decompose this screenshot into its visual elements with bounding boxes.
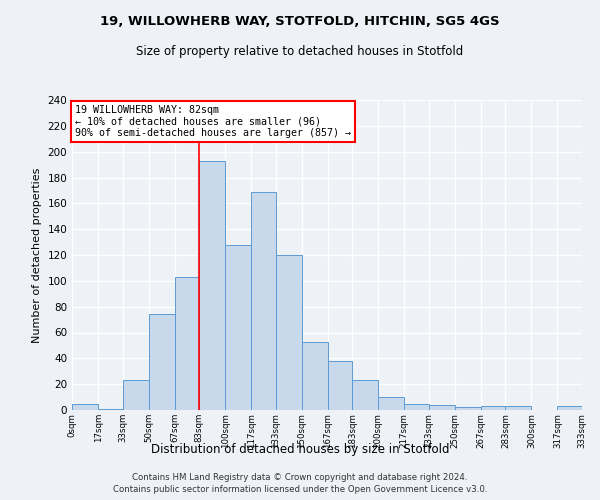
Y-axis label: Number of detached properties: Number of detached properties xyxy=(32,168,42,342)
Bar xyxy=(251,192,275,410)
Bar xyxy=(505,406,532,410)
Bar xyxy=(429,405,455,410)
Bar xyxy=(225,244,251,410)
Bar xyxy=(98,408,122,410)
Text: Size of property relative to detached houses in Stotfold: Size of property relative to detached ho… xyxy=(136,45,464,58)
Bar xyxy=(404,404,429,410)
Bar xyxy=(481,406,505,410)
Bar xyxy=(302,342,328,410)
Bar xyxy=(175,277,199,410)
Text: 19 WILLOWHERB WAY: 82sqm
← 10% of detached houses are smaller (96)
90% of semi-d: 19 WILLOWHERB WAY: 82sqm ← 10% of detach… xyxy=(74,104,350,138)
Bar xyxy=(379,397,404,410)
Bar xyxy=(72,404,98,410)
Bar xyxy=(122,380,149,410)
Bar xyxy=(455,408,481,410)
Bar xyxy=(275,255,302,410)
Bar xyxy=(149,314,175,410)
Text: Contains HM Land Registry data © Crown copyright and database right 2024.: Contains HM Land Registry data © Crown c… xyxy=(132,473,468,482)
Bar xyxy=(557,406,582,410)
Text: 19, WILLOWHERB WAY, STOTFOLD, HITCHIN, SG5 4GS: 19, WILLOWHERB WAY, STOTFOLD, HITCHIN, S… xyxy=(100,15,500,28)
Text: Distribution of detached houses by size in Stotfold: Distribution of detached houses by size … xyxy=(151,442,449,456)
Bar xyxy=(352,380,379,410)
Bar xyxy=(328,361,352,410)
Text: Contains public sector information licensed under the Open Government Licence v3: Contains public sector information licen… xyxy=(113,486,487,494)
Bar xyxy=(199,160,225,410)
